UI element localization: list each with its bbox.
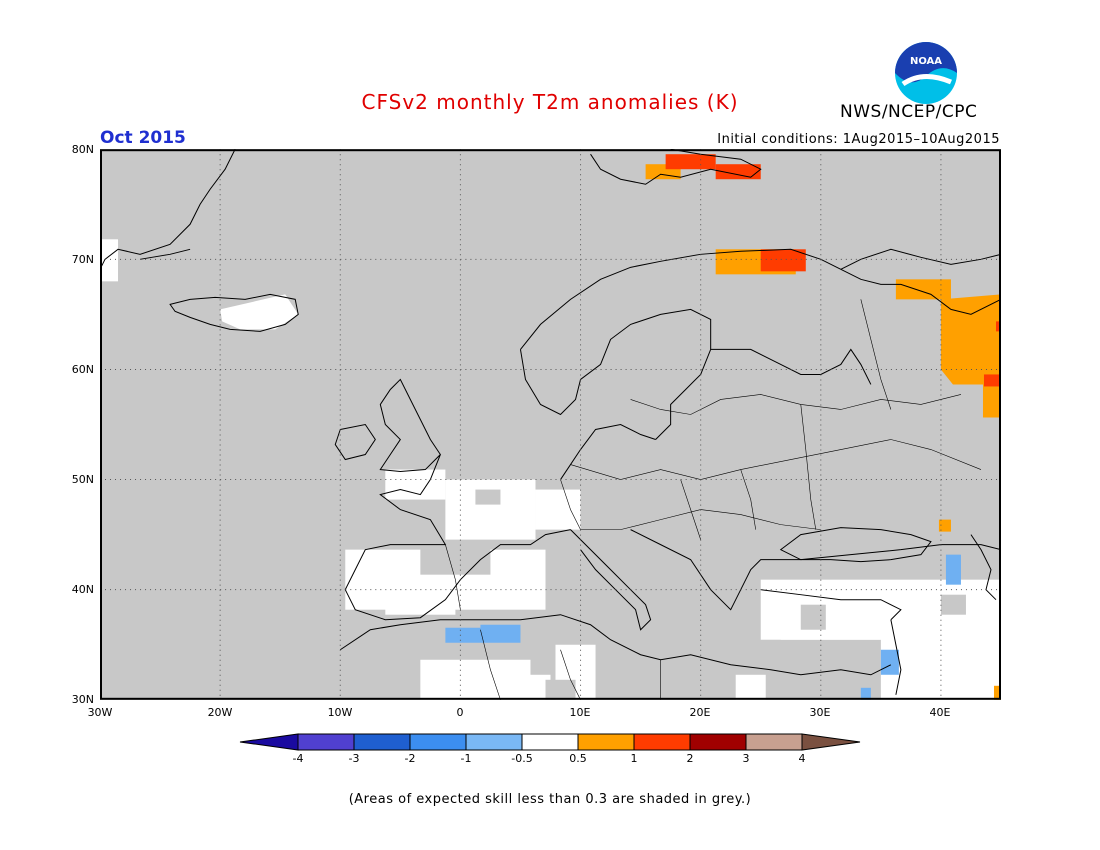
- colorbar-tick: -1: [460, 752, 472, 765]
- colorbar-segment: [409, 733, 467, 751]
- lon-label: 20E: [689, 706, 711, 719]
- colorbar-segment: [745, 733, 803, 751]
- colorbar-segment: [353, 733, 411, 751]
- colorbar-segment: [633, 733, 691, 751]
- lat-label: 50N: [71, 473, 94, 486]
- lat-label: 60N: [71, 363, 94, 376]
- colorbar-tick: -3: [348, 752, 360, 765]
- lat-label: 30N: [71, 693, 94, 706]
- footnote: (Areas of expected skill less than 0.3 a…: [348, 792, 752, 807]
- lon-label: 30E: [809, 706, 831, 719]
- colorbar-tick: 3: [742, 752, 750, 765]
- noaa-logo: NOAA: [895, 42, 957, 104]
- colorbar-segment: [297, 733, 355, 751]
- colorbar-segment: [521, 733, 579, 751]
- cool-anomaly-areas: [445, 554, 961, 700]
- lon-label: 20W: [207, 706, 233, 719]
- lat-label: 40N: [71, 583, 94, 596]
- colorbar-tick: 1: [630, 752, 638, 765]
- colorbar-segment: [577, 733, 635, 751]
- strong-warm-anomaly-areas: [665, 154, 1001, 387]
- agency-label: NWS/NCEP/CPC: [840, 102, 978, 122]
- lon-label: 10W: [327, 706, 353, 719]
- lon-label: 40E: [929, 706, 951, 719]
- colorbar-tick: 4: [798, 752, 806, 765]
- colorbar-max-arrow: [801, 733, 861, 751]
- map-title: CFSv2 monthly T2m anomalies (K): [361, 90, 739, 114]
- map-frame: [100, 149, 1001, 700]
- colorbar-min-arrow: [239, 733, 299, 751]
- initial-conditions: Initial conditions: 1Aug2015–10Aug2015: [717, 132, 1000, 147]
- valid-month: Oct 2015: [100, 128, 186, 148]
- colorbar-tick: -0.5: [511, 752, 533, 765]
- lat-label: 70N: [71, 253, 94, 266]
- colorbar-tick: 2: [686, 752, 694, 765]
- colorbar-segment: [465, 733, 523, 751]
- colorbar-tick: 0.5: [569, 752, 587, 765]
- country-borders: [445, 299, 982, 700]
- colorbar-segment: [689, 733, 747, 751]
- lon-label: 10E: [569, 706, 591, 719]
- anomaly-map: [100, 149, 1001, 700]
- lon-label: 30W: [87, 706, 113, 719]
- colorbar-tick: -2: [404, 752, 416, 765]
- colorbar: [239, 733, 861, 751]
- graticule: [100, 149, 1001, 700]
- colorbar-tick: -4: [292, 752, 304, 765]
- lon-label: 0: [456, 706, 464, 719]
- svg-text:NOAA: NOAA: [910, 56, 942, 67]
- lat-label: 80N: [71, 143, 94, 156]
